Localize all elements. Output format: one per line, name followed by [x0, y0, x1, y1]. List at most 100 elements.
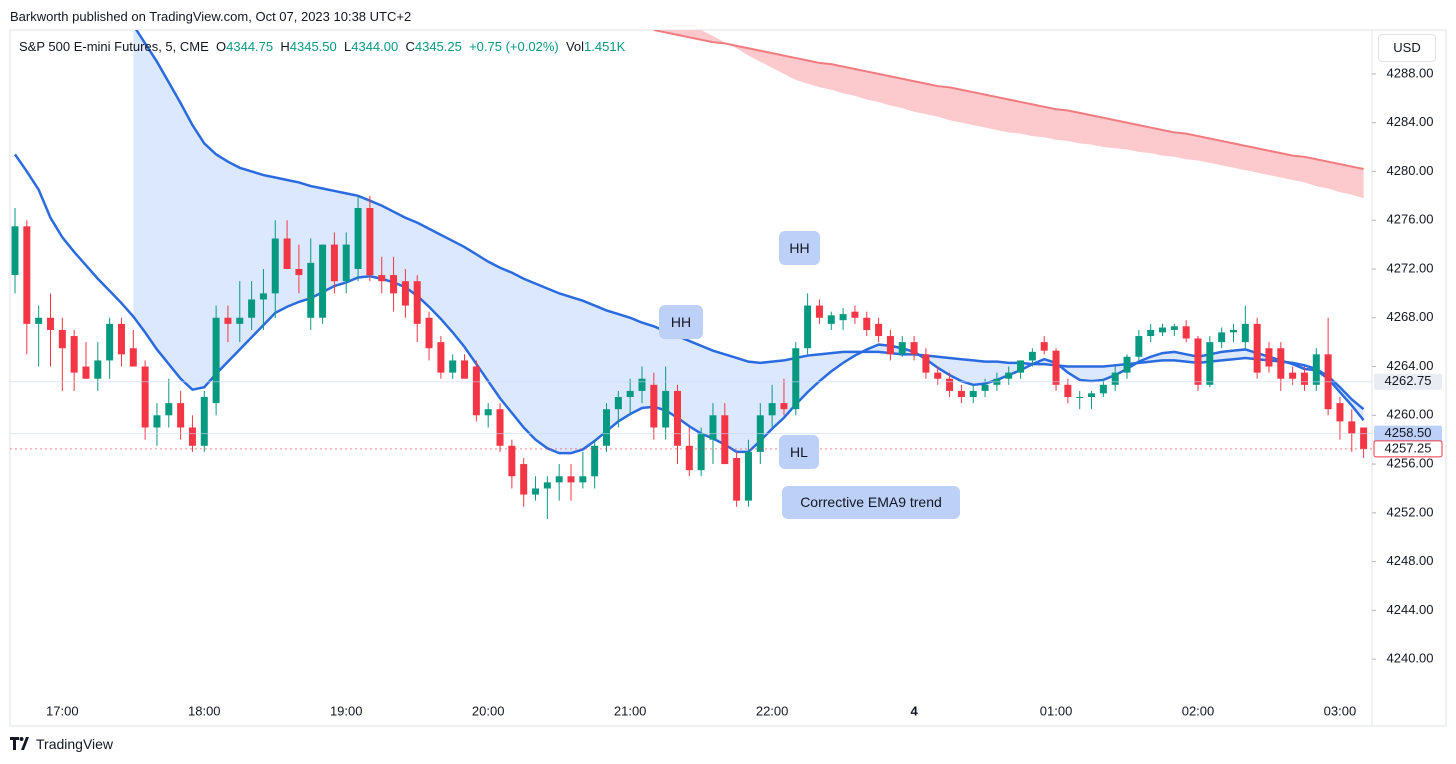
candle-body [1099, 384, 1107, 394]
ohlc-key: L [344, 39, 352, 54]
price-label-box [1374, 373, 1442, 390]
candle-body [188, 427, 196, 446]
candle-body [804, 305, 812, 349]
candle-body [981, 384, 989, 391]
x-tick-label: 4 [910, 703, 918, 718]
x-tick-label: 18:00 [188, 703, 221, 718]
ema-fast [13, 153, 1365, 455]
candle-body [413, 281, 421, 324]
candle-body [1194, 338, 1202, 385]
candle-body [1312, 354, 1320, 385]
currency-button[interactable]: USD [1378, 34, 1436, 62]
candle-body [46, 317, 54, 330]
candle-body [520, 464, 528, 495]
y-tick-label: 4288.00 [1387, 65, 1434, 80]
candle-body [1135, 336, 1143, 357]
x-tick-label: 22:00 [756, 703, 789, 718]
ohlc-value: 4344.00 [351, 39, 399, 54]
candle-body [236, 317, 244, 324]
candle-body [1005, 372, 1013, 379]
candle-body [1241, 323, 1249, 343]
candle-body [744, 451, 752, 501]
ohlc-value: 4345.50 [289, 39, 337, 54]
candle-body [591, 445, 599, 477]
ema-ribbon [133, 30, 1364, 454]
candle-body [212, 317, 220, 404]
annotation: HH [779, 231, 820, 265]
candle-body [1017, 360, 1025, 373]
candle-body [141, 366, 149, 428]
candle-body [969, 390, 977, 398]
annotation: HL [779, 435, 819, 469]
candle-body [283, 238, 291, 269]
candle-body [898, 342, 906, 355]
candle-body [1040, 342, 1048, 351]
candle-body [1265, 348, 1273, 367]
candle-body [508, 445, 516, 477]
y-tick-label: 4244.00 [1387, 602, 1434, 617]
candle-body [673, 390, 681, 446]
candle-body [1028, 351, 1036, 361]
price-label: 4258.50 [1385, 425, 1432, 440]
candle-body [23, 226, 31, 324]
candle-body [11, 226, 19, 276]
candle-body [815, 305, 823, 318]
candle-body [366, 208, 374, 276]
candle-body [117, 323, 125, 355]
candle-body [153, 415, 161, 428]
ohlc-key: H [280, 39, 290, 54]
x-tick-label: 01:00 [1040, 703, 1073, 718]
candle-body [733, 457, 741, 501]
candle-body [378, 275, 386, 282]
candle-body [709, 415, 717, 440]
symbol-legend: S&P 500 E-mini Futures, 5, CME O4344.75 … [19, 39, 625, 54]
annotation: HH [659, 305, 703, 339]
candle-body [626, 390, 634, 398]
candle-body [1336, 403, 1344, 422]
candle-body [946, 378, 954, 391]
candle-body [1064, 384, 1072, 398]
candle-body [1229, 329, 1237, 333]
y-tick-label: 4264.00 [1387, 358, 1434, 373]
brand-logo [10, 737, 29, 750]
symbol: S&P 500 E-mini Futures, 5, CME [19, 39, 209, 54]
candle-body [1159, 327, 1167, 333]
candle-body [650, 384, 658, 428]
candle-body [354, 208, 362, 269]
red-band [653, 30, 1364, 199]
candle-body [1182, 326, 1190, 339]
x-tick-label: 03:00 [1324, 703, 1357, 718]
y-tick-label: 4280.00 [1387, 163, 1434, 178]
candle-body [543, 482, 551, 489]
price-label-box [1374, 425, 1442, 442]
candle-body [839, 314, 847, 321]
price-label: 4262.75 [1385, 373, 1432, 388]
candle-body [1170, 326, 1178, 330]
candle-body [780, 403, 788, 410]
candle-body [449, 360, 457, 373]
y-tick-label: 4252.00 [1387, 504, 1434, 519]
candle-body [58, 329, 66, 349]
candle-body [1076, 397, 1084, 399]
y-tick-label: 4256.00 [1387, 456, 1434, 471]
candle-body [1277, 348, 1285, 379]
candle-body [922, 354, 930, 373]
brand: TradingView [36, 736, 114, 752]
price-label: 4257.25 [1385, 440, 1432, 455]
candle-body [425, 317, 433, 349]
chart-frame [9, 29, 1447, 727]
x-tick-label: 19:00 [330, 703, 363, 718]
volume: 1.451K [584, 39, 626, 54]
candle-body [957, 390, 965, 398]
candle-body [106, 323, 114, 361]
ohlc-key: O [216, 39, 227, 54]
candle-body [638, 378, 646, 391]
candle-body [1123, 356, 1131, 373]
candle-body [342, 244, 350, 282]
candle-body [94, 360, 102, 379]
candle-body [70, 336, 78, 373]
plot [11, 30, 1368, 519]
candle-body [295, 268, 303, 276]
